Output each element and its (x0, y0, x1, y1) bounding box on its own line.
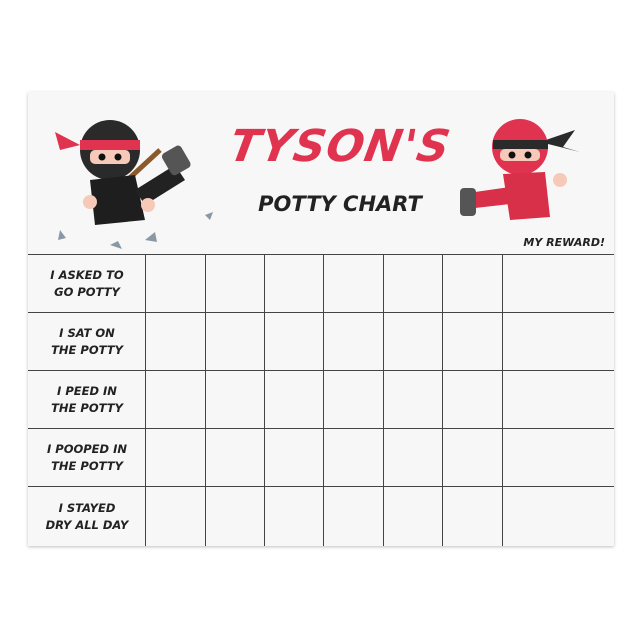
grid-column-line (442, 255, 444, 546)
row-label: I SAT ON THE POTTY (51, 325, 123, 357)
table-row: I STAYED DRY ALL DAY (28, 487, 614, 546)
red-ninja-illustration (460, 119, 580, 220)
grid-column-line (205, 255, 207, 546)
row-label: I STAYED DRY ALL DAY (45, 500, 129, 532)
black-ninja-illustration (55, 120, 213, 249)
reward-column-label: MY REWARD! (523, 236, 605, 249)
table-row: I SAT ON THE POTTY (28, 313, 614, 371)
table-row: I ASKED TO GO POTTY (28, 255, 614, 313)
grid-column-line (264, 255, 266, 546)
chart-subtitle: POTTY CHART (258, 192, 422, 216)
grid-column-line (383, 255, 385, 546)
table-row: I POOPED IN THE POTTY (28, 429, 614, 487)
grid-column-line (502, 255, 504, 546)
grid-column-line (323, 255, 325, 546)
row-label: I PEED IN THE POTTY (51, 383, 123, 415)
row-label: I POOPED IN THE POTTY (46, 441, 127, 473)
potty-chart-grid: I ASKED TO GO POTTY I SAT ON THE POTTY I… (28, 254, 614, 546)
table-row: I PEED IN THE POTTY (28, 371, 614, 429)
row-label: I ASKED TO GO POTTY (50, 267, 124, 299)
grid-column-line (145, 255, 147, 546)
child-name-title: TYSON'S (225, 121, 455, 172)
